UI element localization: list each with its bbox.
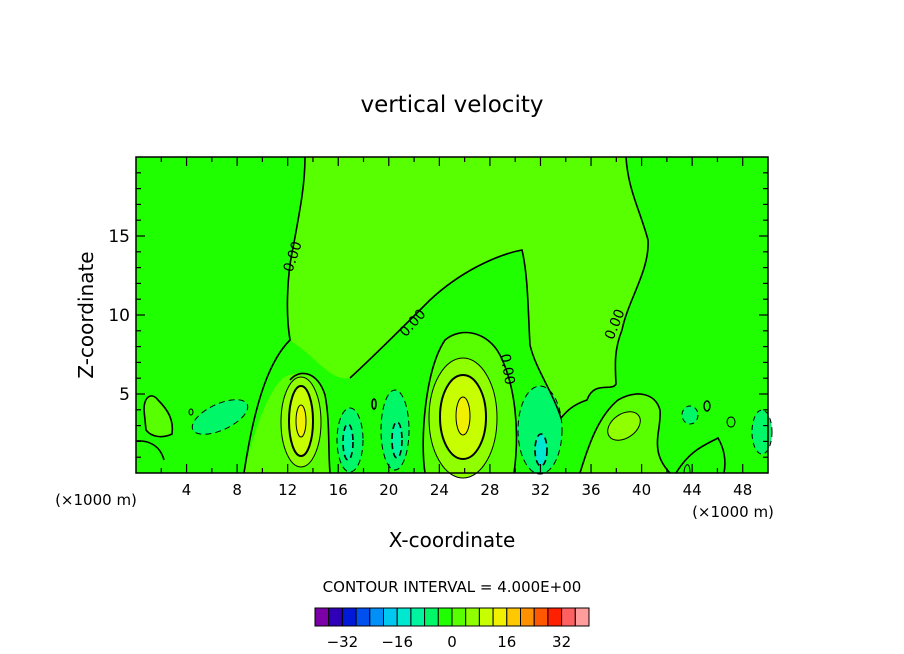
- contour-fill-level-0: [144, 395, 173, 437]
- downdraft-region: [752, 410, 772, 454]
- x-tick-label: 48: [733, 481, 752, 499]
- x-tick-label: 24: [430, 481, 449, 499]
- contour-negative: [681, 405, 699, 425]
- colorbar-tick-label: 16: [497, 633, 516, 651]
- downdraft-region-inner: [392, 422, 402, 458]
- colorbar-swatch: [506, 607, 521, 627]
- contour-negative: [703, 400, 711, 412]
- downdraft-region-inner: [343, 424, 353, 460]
- contour-positive: [607, 411, 641, 441]
- colorbar-swatch: [478, 607, 494, 627]
- updraft-core-center: [456, 397, 470, 435]
- colorbar-swatch: [369, 607, 384, 627]
- colorbar-swatch: [396, 607, 412, 627]
- colorbar-swatch: [437, 607, 453, 627]
- contour-zero-line: [675, 436, 726, 474]
- colorbar-swatch: [355, 607, 371, 627]
- colorbar-tick-label: 0: [447, 633, 457, 651]
- y-axis: 5 10 15: [108, 172, 768, 458]
- downdraft-region: [682, 406, 698, 424]
- x-tick-label: 12: [278, 481, 297, 499]
- colorbar-tick-label: −16: [381, 633, 413, 651]
- colorbar-tick-label: −32: [327, 633, 359, 651]
- colorbar: [314, 607, 590, 627]
- chart-title: vertical velocity: [361, 92, 544, 118]
- downdraft-region: [192, 399, 248, 435]
- contour-negative: [683, 464, 691, 474]
- colorbar-swatch: [465, 607, 480, 627]
- contour-negative: [380, 389, 410, 471]
- contour-negative: [391, 421, 403, 459]
- contour-zero-line: [143, 395, 174, 438]
- contour-negative: [342, 423, 354, 461]
- colorbar-swatch: [341, 607, 357, 627]
- plot-area: 0.00 0.00 0.00 0.00: [135, 156, 773, 479]
- contour-negative: [517, 385, 563, 475]
- x-tick-label: 8: [232, 481, 242, 499]
- x-tick-label: 44: [683, 481, 702, 499]
- downdraft-region-inner: [535, 434, 547, 466]
- colorbar-swatch: [574, 607, 590, 627]
- contour-zero-line: [349, 156, 649, 420]
- x-tick-label: 28: [480, 481, 499, 499]
- contour-negative: [191, 399, 249, 435]
- contour-zero-line: [243, 156, 306, 474]
- contour-negative: [751, 409, 773, 455]
- contour-positive: [288, 385, 314, 457]
- colorbar-swatch: [547, 607, 563, 627]
- contour-label: 0.00: [496, 353, 517, 386]
- updraft-core-left: [296, 405, 306, 437]
- colorbar-swatch: [520, 607, 535, 627]
- contour-zero-line: [579, 393, 671, 474]
- x-tick-label: 40: [632, 481, 651, 499]
- contour-positive: [280, 376, 322, 468]
- contour-negative: [336, 407, 364, 473]
- contour-negative: [188, 408, 194, 416]
- contour-positive: [428, 357, 498, 479]
- contour-fill-level-0: [287, 157, 649, 418]
- y-tick-label: 10: [108, 306, 130, 326]
- x-axis-unit-left: (×1000 m): [55, 491, 137, 509]
- contour-zero-line: [422, 331, 518, 474]
- y-axis-label: Z-coordinate: [74, 251, 98, 378]
- contour-positive: [295, 404, 307, 438]
- x-axis: 4 8 12 16 20 24 28 32 36 40 44 48: [160, 157, 752, 499]
- colorbar-swatch: [533, 607, 549, 627]
- x-axis-label: X-coordinate: [389, 528, 516, 552]
- contour-zero-line: [289, 372, 331, 474]
- x-axis-unit-right: (×1000 m): [692, 503, 774, 521]
- updraft-core-right: [607, 411, 641, 441]
- contour-negative: [534, 433, 548, 467]
- contour-lines: [135, 156, 773, 479]
- colorbar-swatch: [383, 607, 398, 627]
- colorbar-swatch: [424, 607, 439, 627]
- x-tick-label: 32: [531, 481, 550, 499]
- colorbar-swatch: [410, 607, 426, 627]
- colorbar-tick-labels: −32 −16 0 16 32: [327, 633, 572, 651]
- contour-positive: [439, 374, 487, 460]
- y-tick-label: 5: [119, 385, 130, 405]
- x-tick-label: 16: [329, 481, 348, 499]
- x-tick-label: 20: [379, 481, 398, 499]
- y-tick-label: 15: [108, 227, 130, 247]
- contour-negative: [371, 398, 377, 410]
- colorbar-swatch: [451, 607, 467, 627]
- x-tick-label: 4: [182, 481, 192, 499]
- colorbar-swatch: [314, 607, 330, 627]
- downdraft-region: [518, 386, 562, 474]
- colorbar-swatch: [561, 607, 576, 627]
- contour-negative: [726, 416, 736, 428]
- contour-interval-label: CONTOUR INTERVAL = 4.000E+00: [323, 578, 582, 596]
- colorbar-swatch: [328, 607, 343, 627]
- colorbar-swatch: [492, 607, 508, 627]
- colorbar-tick-label: 32: [552, 633, 571, 651]
- x-tick-label: 36: [581, 481, 600, 499]
- contour-positive: [455, 396, 471, 436]
